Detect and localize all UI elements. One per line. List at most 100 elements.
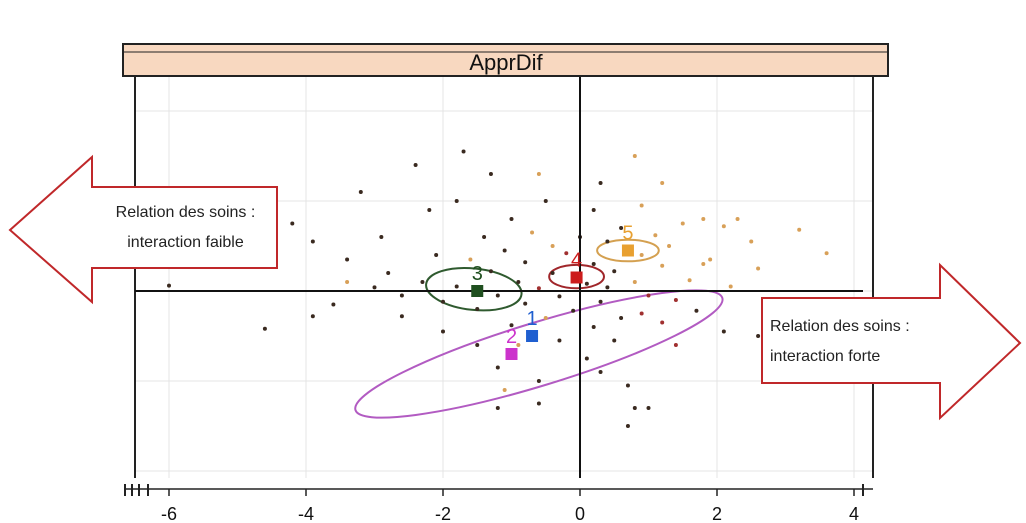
data-point [824, 251, 829, 256]
data-point [358, 190, 363, 194]
centroid-label-2: 2 [506, 326, 517, 348]
right-arrow [761, 262, 1022, 421]
data-point [475, 343, 480, 347]
right-arrow-line2: interaction forte [770, 348, 881, 365]
data-point [331, 302, 336, 307]
data-point [454, 284, 459, 289]
left-arrow-text: Relation des soins : interaction faible [98, 198, 273, 258]
cluster-ellipse-2 [354, 289, 724, 419]
data-point [571, 308, 576, 313]
data-point [495, 365, 500, 370]
data-point [557, 294, 562, 299]
data-point [454, 199, 459, 203]
data-point [639, 203, 644, 208]
data-point [509, 217, 514, 221]
data-point [591, 262, 596, 266]
data-point [653, 233, 658, 238]
data-point [345, 257, 350, 262]
data-point [379, 235, 384, 239]
data-point [420, 280, 425, 284]
data-point [372, 285, 377, 290]
data-point [502, 248, 507, 253]
data-point [667, 244, 672, 248]
right-arrow-text: Relation des soins : interaction forte [770, 312, 945, 372]
x-tick-label: -2 [435, 504, 451, 523]
data-points [167, 149, 829, 428]
data-point [290, 221, 295, 226]
data-point [632, 154, 637, 158]
data-point [701, 217, 706, 221]
data-point [550, 244, 555, 248]
data-point [310, 314, 315, 319]
data-point [756, 334, 761, 338]
data-point [646, 406, 651, 410]
data-point [605, 239, 610, 244]
right-arrow-line1: Relation des soins : [770, 318, 910, 335]
data-point [735, 217, 740, 221]
data-point [721, 224, 726, 229]
data-point [721, 329, 726, 334]
data-point [632, 406, 637, 410]
data-point [468, 257, 473, 262]
data-point [612, 269, 617, 274]
data-point [495, 293, 500, 298]
data-point [550, 271, 555, 275]
data-point [625, 424, 630, 428]
data-point [646, 293, 651, 298]
data-point [345, 280, 350, 284]
x-tick-label: -4 [298, 504, 314, 523]
centroid-label-4: 4 [571, 250, 582, 272]
data-point [749, 239, 754, 244]
callout-arrows [8, 154, 1022, 421]
data-point [543, 199, 548, 203]
data-point [536, 286, 541, 291]
centroid-4 [570, 271, 583, 284]
axes [124, 44, 874, 496]
centroid-1 [526, 330, 539, 342]
cluster-centroids: 12 3 4 5 [471, 223, 634, 360]
centroid-label-1: 1 [526, 308, 537, 330]
data-point [502, 388, 507, 392]
data-point [598, 181, 603, 185]
data-point [167, 283, 171, 288]
x-tick-label: 4 [849, 504, 859, 523]
data-point [639, 253, 644, 257]
data-point [673, 298, 678, 302]
data-point [632, 280, 637, 284]
data-point [523, 301, 528, 306]
x-tick-labels: -6 -4 -2 0 2 4 [161, 504, 859, 523]
centroid-2 [505, 348, 518, 360]
grid-lines [135, 76, 873, 478]
x-tick-label: -6 [161, 504, 177, 523]
data-point [427, 208, 432, 212]
data-point [605, 285, 610, 290]
cluster-ellipse-3 [425, 267, 523, 312]
data-point [262, 326, 267, 331]
cluster-ellipses [354, 238, 724, 419]
data-point [797, 227, 802, 232]
data-point [509, 323, 514, 328]
data-point [756, 266, 761, 271]
data-point [673, 343, 678, 347]
data-point [413, 163, 418, 167]
data-point [701, 262, 706, 266]
data-point [441, 299, 445, 304]
data-point [591, 325, 596, 329]
data-point [461, 149, 466, 154]
data-point [475, 307, 480, 311]
data-point [584, 281, 589, 286]
data-point [516, 280, 521, 284]
data-point [680, 221, 685, 226]
centroid-5 [621, 244, 634, 257]
data-point [694, 308, 699, 313]
data-point [619, 316, 624, 320]
panel-title: ApprDif [469, 50, 543, 75]
data-point [310, 239, 315, 244]
data-point [495, 406, 500, 410]
x-tick-label: 0 [575, 504, 585, 523]
data-point [536, 379, 541, 383]
left-arrow-line2: interaction faible [127, 234, 244, 251]
data-point [516, 343, 521, 347]
data-point [598, 370, 603, 374]
data-point [399, 293, 404, 298]
